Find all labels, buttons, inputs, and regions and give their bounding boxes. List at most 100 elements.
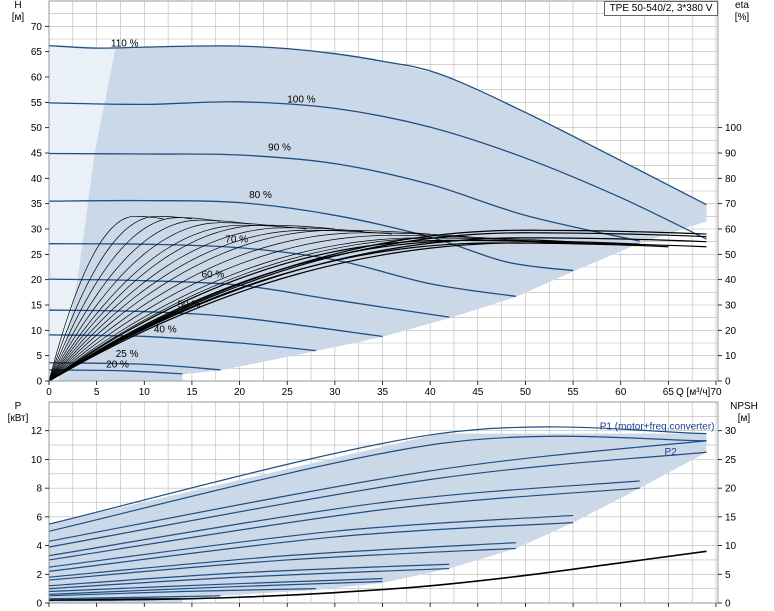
eta-axis-title: eta <box>735 0 749 11</box>
eta-curve <box>49 232 469 382</box>
tick-label-q: 30 <box>329 387 341 398</box>
tick-label-q: 55 <box>568 387 580 398</box>
speed-label-50pct: 50 % <box>178 300 201 311</box>
tick-label-h: 30 <box>31 225 43 236</box>
speed-label-60pct: 60 % <box>201 270 224 281</box>
h-axis-title: H <box>14 0 21 11</box>
npsh-curve <box>49 550 707 601</box>
tick-label-q: 60 <box>615 387 627 398</box>
eta-curve <box>49 229 707 382</box>
top-area-group <box>49 44 707 381</box>
tick-label-q: 10 <box>139 387 151 398</box>
speed-label-25pct: 25 % <box>116 349 139 360</box>
eta-curve <box>49 229 393 382</box>
tick-label-q: 0 <box>46 387 52 398</box>
head-curve-100pct <box>49 101 707 240</box>
tick-label-npsh: 15 <box>725 512 737 523</box>
power-curve <box>49 487 640 561</box>
eta-curve <box>49 215 192 382</box>
power-curve <box>49 514 574 568</box>
tick-label-q: 20 <box>234 387 246 398</box>
speed-label-110pct: 110 % <box>111 39 139 50</box>
head-curve-90pct <box>49 152 640 242</box>
head-curve-110pct <box>49 44 707 206</box>
tick-label-eta: 90 <box>725 149 737 160</box>
speed-label-100pct: 100 % <box>287 94 315 105</box>
head-curve-70pct <box>49 243 516 298</box>
tick-label-h: 0 <box>36 377 42 388</box>
eta-curve <box>49 237 707 382</box>
tick-label-h: 65 <box>31 47 43 58</box>
eta-curve <box>49 224 307 382</box>
power-curve <box>49 435 707 532</box>
tick-label-q: 40 <box>425 387 437 398</box>
tick-label-p: 0 <box>36 599 42 610</box>
tick-label-npsh: 10 <box>725 541 737 552</box>
tick-label-q: 15 <box>186 387 198 398</box>
tick-label-q: 50 <box>520 387 532 398</box>
p1-label: P1 (motor+freq.converter) <box>600 421 715 432</box>
tick-label-h: 40 <box>31 174 43 185</box>
head-curve-40pct <box>49 334 316 352</box>
head-curve-25pct <box>49 362 221 371</box>
tick-label-npsh: 25 <box>725 455 737 466</box>
power-curve <box>49 426 707 525</box>
tick-label-h: 10 <box>31 326 43 337</box>
tick-label-h: 35 <box>31 199 43 210</box>
tick-label-q: 35 <box>377 387 389 398</box>
power-curve <box>49 580 383 595</box>
tick-label-p: 6 <box>36 512 42 523</box>
tick-label-npsh: 0 <box>725 599 731 610</box>
tick-label-h: 15 <box>31 301 43 312</box>
tick-label-h: 50 <box>31 123 43 134</box>
operating-area-bottom <box>49 433 707 603</box>
operating-area-top <box>49 45 707 381</box>
power-curve <box>49 563 450 587</box>
power-curve <box>49 522 574 573</box>
tick-label-q: 25 <box>282 387 294 398</box>
head-curve-80pct <box>49 199 574 272</box>
tick-label-eta: 40 <box>725 275 737 286</box>
tick-label-eta: 0 <box>725 377 731 388</box>
speed-label-20pct: 20 % <box>106 359 129 370</box>
power-curve <box>49 577 383 593</box>
tick-label-p: 12 <box>31 426 43 437</box>
tick-label-p: 8 <box>36 484 42 495</box>
eta-curve <box>49 219 250 382</box>
tick-label-p: 10 <box>31 455 43 466</box>
tick-label-h: 20 <box>31 275 43 286</box>
eta-curve <box>49 215 164 382</box>
eta-curve <box>49 217 221 382</box>
tick-label-eta: 50 <box>725 250 737 261</box>
title-box: TPE 50-540/2, 3*380 V <box>604 1 718 16</box>
tick-label-q: 70 <box>710 387 722 398</box>
power-curve <box>49 440 707 542</box>
tick-label-h: 45 <box>31 149 43 160</box>
tick-label-eta: 20 <box>725 326 737 337</box>
tick-label-h: 70 <box>31 22 43 33</box>
tick-label-h: 60 <box>31 73 43 84</box>
tick-label-eta: 70 <box>725 199 737 210</box>
tick-label-eta: 60 <box>725 225 737 236</box>
eta-curve <box>49 229 431 382</box>
eta-curve <box>49 242 707 382</box>
power-curve <box>49 588 316 597</box>
tick-label-eta: 30 <box>725 301 737 312</box>
speed-label-90pct: 90 % <box>268 142 291 153</box>
p-axis-unit: [кВт] <box>8 413 29 424</box>
power-curve <box>49 595 221 600</box>
bottom-plot-frame <box>48 401 719 604</box>
tick-label-h: 25 <box>31 250 43 261</box>
eta-curve <box>49 232 707 382</box>
tick-label-p: 2 <box>36 570 42 581</box>
p2-label: P2 <box>665 447 678 458</box>
bottom-area-group <box>49 426 707 603</box>
power-curve <box>49 451 707 548</box>
head-curve-50pct <box>49 309 383 338</box>
tick-label-npsh: 30 <box>725 426 737 437</box>
eta-curve <box>49 224 335 382</box>
tick-label-eta: 80 <box>725 174 737 185</box>
p-axis-title: P <box>15 401 22 412</box>
